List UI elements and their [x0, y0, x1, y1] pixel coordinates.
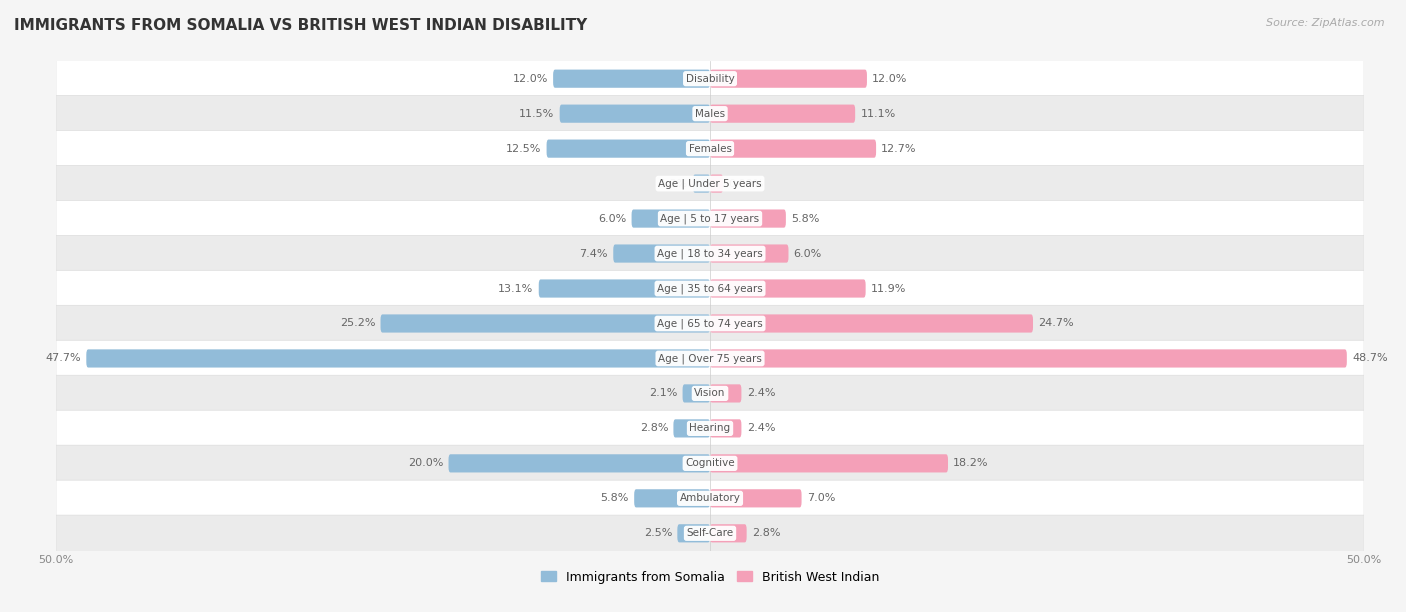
FancyBboxPatch shape — [710, 70, 868, 88]
FancyBboxPatch shape — [547, 140, 710, 158]
FancyBboxPatch shape — [710, 454, 948, 472]
Text: 18.2%: 18.2% — [953, 458, 988, 468]
FancyBboxPatch shape — [710, 280, 866, 297]
FancyBboxPatch shape — [631, 209, 710, 228]
FancyBboxPatch shape — [710, 524, 747, 542]
Text: Disability: Disability — [686, 73, 734, 84]
FancyBboxPatch shape — [56, 340, 1364, 376]
FancyBboxPatch shape — [449, 454, 710, 472]
FancyBboxPatch shape — [710, 140, 876, 158]
Text: 12.0%: 12.0% — [513, 73, 548, 84]
FancyBboxPatch shape — [613, 244, 710, 263]
FancyBboxPatch shape — [710, 244, 789, 263]
Text: 11.5%: 11.5% — [519, 109, 554, 119]
FancyBboxPatch shape — [710, 174, 723, 193]
FancyBboxPatch shape — [710, 419, 741, 438]
Text: 2.8%: 2.8% — [640, 424, 668, 433]
Text: Age | 5 to 17 years: Age | 5 to 17 years — [661, 214, 759, 224]
Text: Cognitive: Cognitive — [685, 458, 735, 468]
Text: 11.9%: 11.9% — [870, 283, 907, 294]
Text: Males: Males — [695, 109, 725, 119]
Text: Age | 35 to 64 years: Age | 35 to 64 years — [657, 283, 763, 294]
FancyBboxPatch shape — [56, 236, 1364, 272]
FancyBboxPatch shape — [710, 315, 1033, 332]
FancyBboxPatch shape — [710, 209, 786, 228]
FancyBboxPatch shape — [56, 410, 1364, 447]
Text: Age | Under 5 years: Age | Under 5 years — [658, 178, 762, 189]
FancyBboxPatch shape — [553, 70, 710, 88]
Text: 2.4%: 2.4% — [747, 389, 775, 398]
Text: Age | Over 75 years: Age | Over 75 years — [658, 353, 762, 364]
Text: 7.0%: 7.0% — [807, 493, 835, 503]
FancyBboxPatch shape — [634, 489, 710, 507]
Text: 20.0%: 20.0% — [408, 458, 443, 468]
Text: Age | 65 to 74 years: Age | 65 to 74 years — [657, 318, 763, 329]
Text: 12.5%: 12.5% — [506, 144, 541, 154]
Legend: Immigrants from Somalia, British West Indian: Immigrants from Somalia, British West In… — [536, 565, 884, 589]
Text: 1.3%: 1.3% — [659, 179, 688, 188]
Text: Vision: Vision — [695, 389, 725, 398]
Text: Age | 18 to 34 years: Age | 18 to 34 years — [657, 248, 763, 259]
Text: 48.7%: 48.7% — [1353, 354, 1388, 364]
Text: 11.1%: 11.1% — [860, 109, 896, 119]
FancyBboxPatch shape — [56, 445, 1364, 482]
FancyBboxPatch shape — [56, 61, 1364, 97]
FancyBboxPatch shape — [56, 271, 1364, 307]
FancyBboxPatch shape — [710, 349, 1347, 368]
Text: 5.8%: 5.8% — [600, 493, 628, 503]
FancyBboxPatch shape — [560, 105, 710, 123]
FancyBboxPatch shape — [538, 280, 710, 297]
Text: 6.0%: 6.0% — [598, 214, 626, 223]
FancyBboxPatch shape — [710, 384, 741, 403]
Text: 5.8%: 5.8% — [792, 214, 820, 223]
FancyBboxPatch shape — [381, 315, 710, 332]
FancyBboxPatch shape — [56, 375, 1364, 412]
Text: 2.1%: 2.1% — [650, 389, 678, 398]
FancyBboxPatch shape — [693, 174, 710, 193]
Text: Hearing: Hearing — [689, 424, 731, 433]
Text: Ambulatory: Ambulatory — [679, 493, 741, 503]
FancyBboxPatch shape — [710, 105, 855, 123]
Text: IMMIGRANTS FROM SOMALIA VS BRITISH WEST INDIAN DISABILITY: IMMIGRANTS FROM SOMALIA VS BRITISH WEST … — [14, 18, 588, 34]
FancyBboxPatch shape — [56, 95, 1364, 132]
FancyBboxPatch shape — [673, 419, 710, 438]
Text: 12.7%: 12.7% — [882, 144, 917, 154]
Text: 0.99%: 0.99% — [728, 179, 763, 188]
Text: 6.0%: 6.0% — [794, 248, 823, 258]
FancyBboxPatch shape — [86, 349, 710, 368]
FancyBboxPatch shape — [56, 200, 1364, 237]
Text: Females: Females — [689, 144, 731, 154]
FancyBboxPatch shape — [710, 489, 801, 507]
FancyBboxPatch shape — [56, 130, 1364, 167]
Text: 24.7%: 24.7% — [1038, 318, 1074, 329]
Text: 2.4%: 2.4% — [747, 424, 775, 433]
FancyBboxPatch shape — [56, 305, 1364, 341]
Text: Self-Care: Self-Care — [686, 528, 734, 539]
Text: 7.4%: 7.4% — [579, 248, 607, 258]
Text: 13.1%: 13.1% — [498, 283, 533, 294]
FancyBboxPatch shape — [56, 165, 1364, 202]
Text: 25.2%: 25.2% — [340, 318, 375, 329]
Text: 47.7%: 47.7% — [45, 354, 82, 364]
Text: Source: ZipAtlas.com: Source: ZipAtlas.com — [1267, 18, 1385, 28]
FancyBboxPatch shape — [56, 480, 1364, 517]
FancyBboxPatch shape — [678, 524, 710, 542]
Text: 12.0%: 12.0% — [872, 73, 907, 84]
Text: 2.8%: 2.8% — [752, 528, 780, 539]
FancyBboxPatch shape — [682, 384, 710, 403]
FancyBboxPatch shape — [56, 515, 1364, 551]
Text: 2.5%: 2.5% — [644, 528, 672, 539]
